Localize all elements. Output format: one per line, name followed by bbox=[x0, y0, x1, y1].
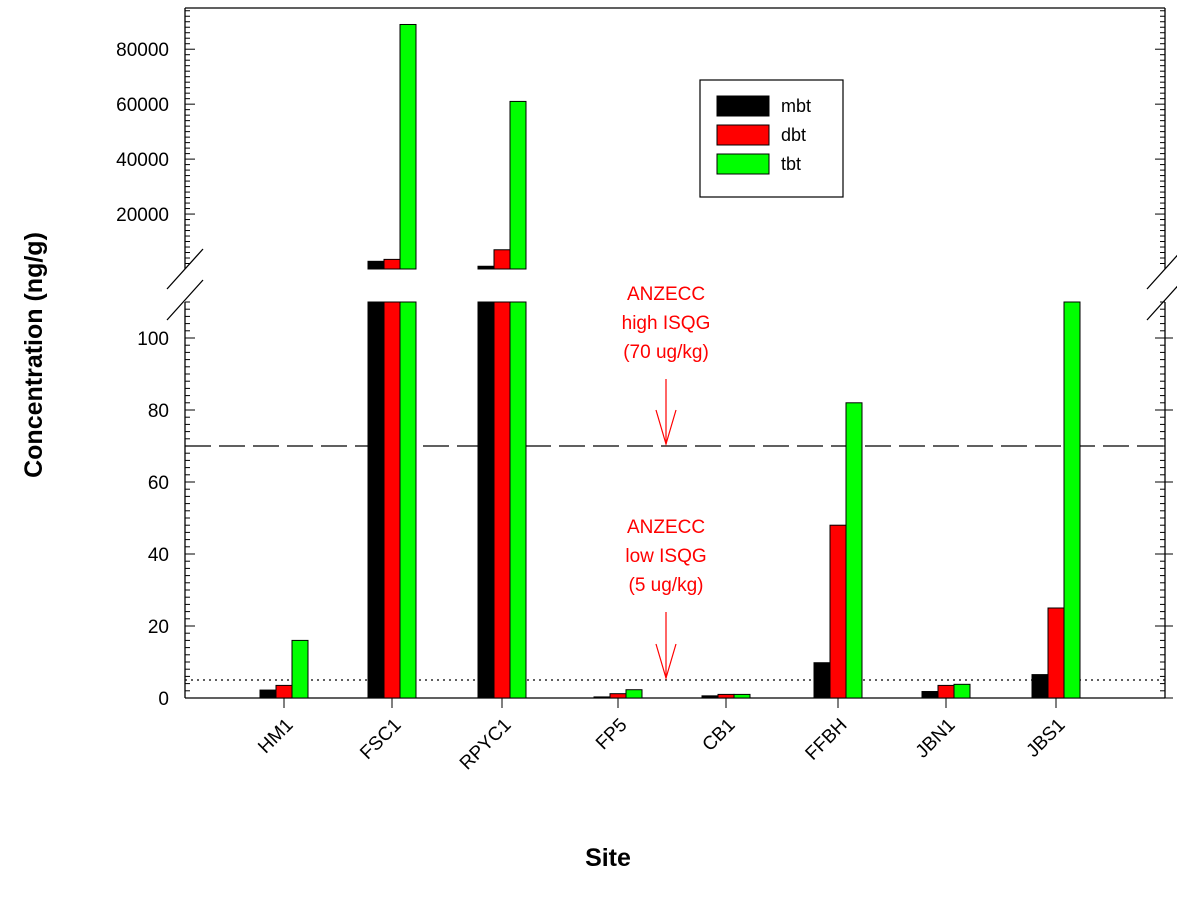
y-tick-label-lower: 20 bbox=[148, 617, 169, 638]
legend-label-mbt: mbt bbox=[781, 96, 811, 116]
bar-dbt-FFBH bbox=[829, 524, 847, 699]
legend-label-dbt: dbt bbox=[781, 125, 806, 145]
x-tick-label: FSC1 bbox=[356, 715, 405, 764]
bar-mbt-FSC1-upper bbox=[367, 260, 385, 270]
bar-dbt-CB1 bbox=[717, 693, 735, 699]
y-tick-label-lower: 100 bbox=[137, 329, 169, 350]
bar-dbt-RPYC1-lower bbox=[493, 301, 511, 699]
bar-mbt-RPYC1-upper bbox=[477, 265, 495, 270]
reference-arrow-head bbox=[655, 643, 677, 681]
bar-dbt-FP5 bbox=[609, 693, 627, 699]
x-tick-label: FP5 bbox=[592, 715, 631, 754]
y-tick-label-upper: 40000 bbox=[116, 150, 169, 171]
bar-mbt-FP5 bbox=[593, 696, 611, 699]
y-axis-title: Concentration (ng/g) bbox=[20, 232, 48, 478]
bar-mbt-CB1 bbox=[701, 695, 719, 699]
legend-label-tbt: tbt bbox=[781, 154, 801, 174]
x-tick-label: HM1 bbox=[254, 715, 297, 758]
bar-tbt-JBN1 bbox=[953, 683, 971, 699]
bar-tbt-RPYC1-lower bbox=[509, 301, 527, 699]
reference-label: (5 ug/kg) bbox=[629, 575, 704, 596]
reference-label: ANZECC bbox=[627, 284, 705, 305]
x-tick-label: CB1 bbox=[699, 715, 740, 756]
axis-break-left-upper bbox=[166, 248, 204, 290]
reference-label: (70 ug/kg) bbox=[623, 342, 709, 363]
bar-mbt-FFBH bbox=[813, 662, 831, 699]
bar-tbt-JBS1 bbox=[1063, 301, 1081, 699]
y-tick-label-upper: 80000 bbox=[116, 40, 169, 61]
y-tick-label-lower: 60 bbox=[148, 473, 169, 494]
y-tick-label-lower: 40 bbox=[148, 545, 169, 566]
y-tick-label-upper: 60000 bbox=[116, 95, 169, 116]
y-tick-label-lower: 0 bbox=[158, 689, 169, 710]
reference-arrow-head bbox=[655, 409, 677, 447]
legend-swatch-tbt bbox=[716, 153, 770, 175]
bar-mbt-RPYC1-lower bbox=[477, 301, 495, 699]
axis-break-right-upper bbox=[1146, 254, 1177, 290]
bar-dbt-JBS1 bbox=[1047, 607, 1065, 699]
reference-label: low ISQG bbox=[625, 546, 706, 567]
reference-label: high ISQG bbox=[622, 313, 711, 334]
axis-break-right-lower bbox=[1146, 285, 1177, 321]
bar-dbt-JBN1 bbox=[937, 684, 955, 699]
bar-tbt-FFBH bbox=[845, 402, 863, 699]
legend-swatch-mbt bbox=[716, 95, 770, 117]
x-axis-title: Site bbox=[585, 844, 631, 872]
bar-tbt-FP5 bbox=[625, 689, 643, 699]
bar-dbt-RPYC1-upper bbox=[493, 249, 511, 270]
bar-tbt-RPYC1-upper bbox=[509, 100, 527, 270]
y-tick-label-lower: 80 bbox=[148, 401, 169, 422]
bar-tbt-CB1 bbox=[733, 693, 751, 699]
bar-mbt-JBN1 bbox=[921, 691, 939, 699]
bar-tbt-HM1 bbox=[291, 639, 309, 699]
legend-swatch-dbt bbox=[716, 124, 770, 146]
reference-label: ANZECC bbox=[627, 517, 705, 538]
bar-tbt-FSC1-upper bbox=[399, 23, 417, 270]
bar-dbt-HM1 bbox=[275, 684, 293, 699]
bar-mbt-HM1 bbox=[259, 689, 277, 699]
x-tick-label: JBS1 bbox=[1023, 715, 1070, 762]
bar-mbt-JBS1 bbox=[1031, 674, 1049, 699]
bar-tbt-FSC1-lower bbox=[399, 301, 417, 699]
bar-dbt-FSC1-lower bbox=[383, 301, 401, 699]
axis-break-left-lower bbox=[166, 279, 204, 321]
bar-mbt-FSC1-lower bbox=[367, 301, 385, 699]
x-tick-label: JBN1 bbox=[912, 715, 960, 763]
x-tick-label: RPYC1 bbox=[456, 715, 516, 775]
bar-dbt-FSC1-upper bbox=[383, 258, 401, 270]
x-tick-label: FFBH bbox=[802, 715, 852, 765]
y-tick-label-upper: 20000 bbox=[116, 205, 169, 226]
